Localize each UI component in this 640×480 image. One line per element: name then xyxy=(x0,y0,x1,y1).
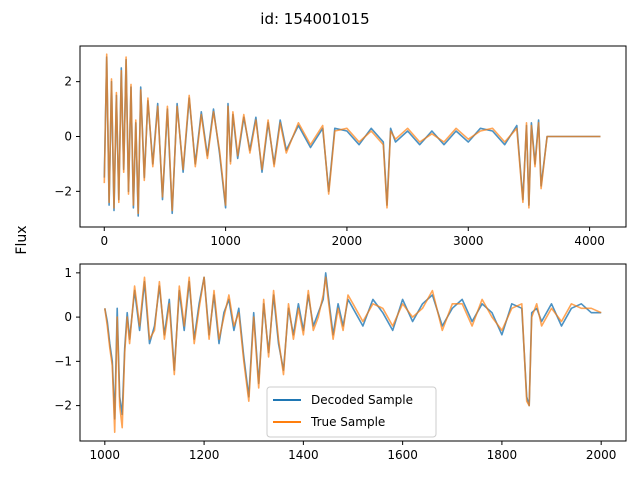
x-tick-label: 2000 xyxy=(586,448,617,462)
legend-label-true-sample: True Sample xyxy=(310,415,385,429)
x-tick-label: 3000 xyxy=(453,234,484,248)
y-tick-label: −2 xyxy=(54,184,72,198)
y-tick-label: 0 xyxy=(64,130,72,144)
legend: Decoded Sample True Sample xyxy=(266,386,437,438)
top-subplot: 0 1000 2000 3000 4000 −2 0 2 xyxy=(54,45,627,248)
legend-frame xyxy=(266,386,437,438)
series-line-true xyxy=(103,53,601,215)
x-tick-label: 0 xyxy=(100,234,108,248)
y-tick-label: −2 xyxy=(54,399,72,413)
x-tick-label: 1200 xyxy=(189,448,220,462)
legend-label-decoded-sample: Decoded Sample xyxy=(311,393,413,407)
shared-y-axis-label: Flux xyxy=(14,225,30,254)
x-tick-label: 1600 xyxy=(387,448,418,462)
x-tick-label: 1000 xyxy=(90,448,121,462)
figure-title: id: 154001015 xyxy=(260,10,369,28)
y-tick-label: 2 xyxy=(64,75,72,89)
x-tick-label: 1000 xyxy=(210,234,241,248)
x-tick-label: 4000 xyxy=(574,234,605,248)
axes-frame xyxy=(79,263,627,442)
bottom-subplot: 1000 1200 1400 1600 1800 2000 −2 −1 0 1 xyxy=(54,263,627,462)
x-tick-label: 2000 xyxy=(332,234,363,248)
y-tick-label: −1 xyxy=(54,354,72,368)
x-tick-label: 1400 xyxy=(288,448,319,462)
series-line-true xyxy=(104,276,602,433)
x-tick-label: 1800 xyxy=(487,448,518,462)
y-tick-label: 0 xyxy=(64,310,72,324)
y-tick-label: 1 xyxy=(64,266,72,280)
